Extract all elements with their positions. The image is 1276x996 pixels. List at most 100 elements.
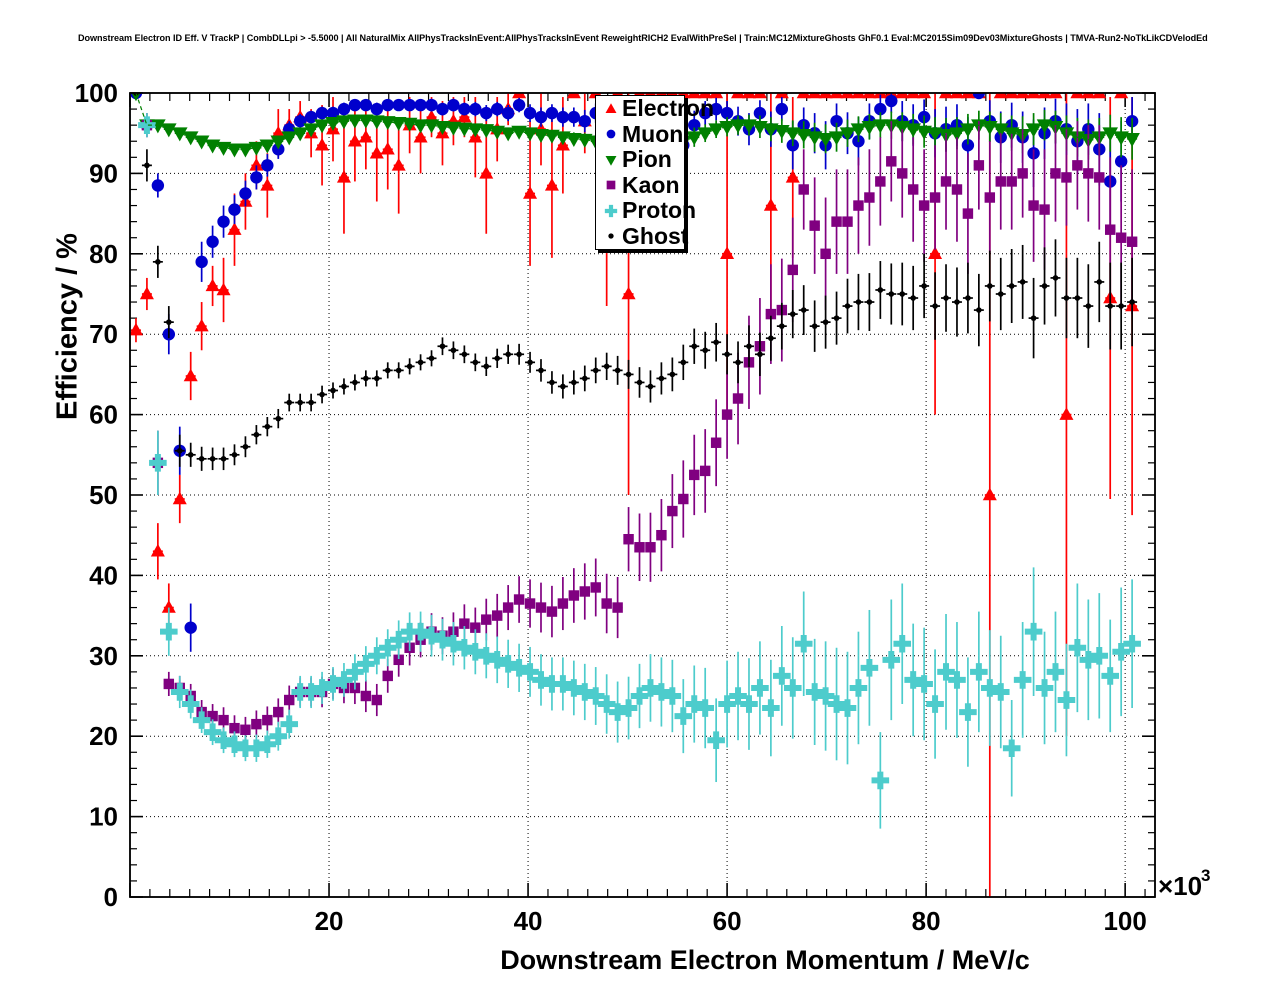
data-point-square bbox=[984, 192, 996, 203]
data-point-cross bbox=[565, 679, 583, 697]
data-point-triangle-down bbox=[806, 131, 823, 146]
data-point-circle bbox=[874, 102, 887, 116]
data-point-dot bbox=[811, 323, 818, 329]
data-point-dot bbox=[636, 379, 643, 386]
data-point-circle bbox=[304, 110, 318, 124]
data-point-cross bbox=[488, 651, 507, 669]
data-point-triangle-down bbox=[467, 123, 484, 138]
data-point-dot bbox=[866, 299, 873, 305]
data-point-triangle-up bbox=[523, 186, 538, 199]
data-point-dot bbox=[341, 383, 347, 390]
data-point-square bbox=[886, 156, 897, 167]
data-point-circle bbox=[414, 98, 427, 112]
data-point-cross bbox=[225, 735, 244, 754]
data-point-triangle-down bbox=[489, 125, 506, 140]
data-point-dot bbox=[373, 375, 380, 382]
data-point-dot bbox=[757, 351, 763, 358]
data-point-triangle-up bbox=[1059, 407, 1074, 420]
data-point-square bbox=[262, 714, 273, 726]
y-tick-label: 60 bbox=[89, 400, 118, 430]
data-point-triangle-down bbox=[423, 119, 440, 134]
data-point-dot bbox=[822, 319, 829, 325]
data-point-triangle-up bbox=[315, 137, 330, 151]
data-point-circle bbox=[261, 159, 274, 172]
data-point-cross bbox=[1002, 739, 1021, 758]
data-point-square bbox=[918, 200, 930, 211]
data-point-triangle-up bbox=[271, 125, 286, 139]
data-point-circle bbox=[688, 118, 701, 132]
pion-trend-line bbox=[135, 93, 1133, 150]
data-point-cross bbox=[838, 699, 857, 717]
data-point-dot bbox=[187, 452, 194, 458]
data-point-cross bbox=[915, 675, 933, 693]
data-point-cross bbox=[762, 699, 780, 717]
data-point-dot bbox=[592, 367, 599, 374]
data-point-dot bbox=[166, 319, 172, 325]
data-point-cross bbox=[1046, 663, 1065, 681]
data-point-triangle-down bbox=[927, 127, 943, 142]
data-point-triangle-up bbox=[216, 282, 231, 296]
square-icon bbox=[600, 174, 622, 196]
data-point-dot bbox=[1085, 303, 1092, 309]
data-point-square bbox=[1083, 168, 1094, 179]
y-tick-label: 20 bbox=[89, 721, 118, 751]
data-point-dot bbox=[702, 347, 708, 354]
data-point-square bbox=[645, 542, 656, 553]
x-axis-exponent: ×10 bbox=[1158, 871, 1202, 901]
data-point-square bbox=[875, 176, 886, 187]
data-point-dot bbox=[581, 375, 588, 382]
data-point-triangle-down bbox=[1113, 131, 1129, 146]
data-point-square bbox=[557, 598, 569, 609]
data-point-cross bbox=[280, 715, 299, 733]
data-point-triangle-up bbox=[249, 157, 264, 171]
data-point-circle bbox=[359, 98, 373, 112]
data-point-circle bbox=[293, 114, 307, 128]
data-point-dot bbox=[264, 423, 271, 430]
data-point-cross bbox=[696, 699, 714, 717]
data-point-cross bbox=[948, 671, 966, 689]
series-proton bbox=[138, 113, 1141, 829]
data-point-cross bbox=[269, 727, 288, 745]
data-point-cross bbox=[521, 663, 539, 681]
x-axis-title: Downstream Electron Momentum / MeV/c bbox=[500, 945, 1030, 975]
data-point-triangle-down bbox=[949, 127, 965, 142]
data-point-triangle-down bbox=[237, 143, 254, 158]
data-point-dot bbox=[658, 375, 665, 382]
data-point-square bbox=[1017, 168, 1028, 179]
data-point-cross bbox=[302, 683, 320, 701]
data-point-triangle-down bbox=[193, 135, 210, 150]
data-point-cross bbox=[608, 703, 627, 721]
y-tick-label: 10 bbox=[89, 802, 118, 832]
data-point-dot bbox=[308, 399, 314, 406]
data-point-dot bbox=[669, 371, 676, 378]
data-point-triangle-up bbox=[709, 93, 724, 99]
data-point-cross bbox=[324, 675, 342, 693]
data-point-cross bbox=[575, 683, 594, 701]
data-point-triangle-up bbox=[1048, 93, 1063, 99]
data-point-square bbox=[207, 710, 218, 722]
data-point-dot bbox=[571, 379, 577, 386]
data-point-cross bbox=[630, 687, 649, 705]
legend-label: Pion bbox=[622, 146, 672, 173]
data-point-dot bbox=[888, 291, 895, 297]
triangle-down-icon bbox=[600, 149, 622, 171]
data-point-triangle-up bbox=[194, 318, 209, 332]
data-point-cross bbox=[378, 638, 397, 657]
data-point-circle bbox=[239, 187, 252, 200]
data-point-triangle-down bbox=[719, 120, 735, 135]
data-point-cross bbox=[422, 626, 441, 645]
data-point-circle bbox=[348, 98, 362, 112]
data-point-cross bbox=[335, 671, 353, 689]
data-point-triangle-up bbox=[982, 487, 997, 501]
data-point-dot bbox=[439, 343, 446, 350]
data-point-triangle-up bbox=[512, 93, 527, 99]
data-point-square bbox=[393, 654, 404, 666]
legend-item-kaon: Kaon bbox=[596, 173, 684, 199]
data-point-square bbox=[491, 610, 503, 621]
data-point-cross bbox=[970, 663, 988, 681]
data-point-square bbox=[273, 706, 284, 718]
data-point-circle bbox=[1114, 155, 1128, 168]
data-point-triangle-down bbox=[850, 123, 867, 138]
data-point-dot bbox=[735, 359, 741, 366]
data-point-cross bbox=[346, 663, 364, 681]
